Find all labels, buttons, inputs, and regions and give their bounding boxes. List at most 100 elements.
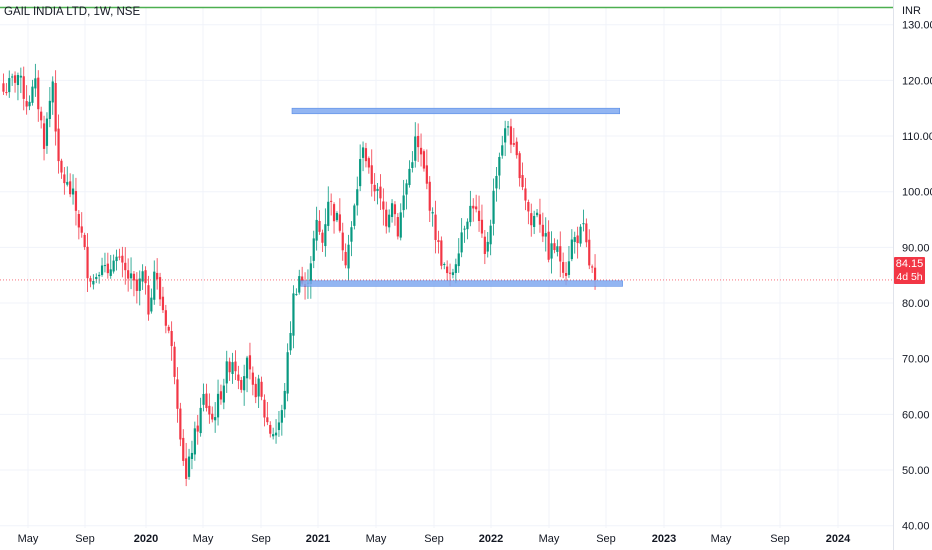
candle [350,221,353,257]
candle-body [202,393,205,405]
candle [245,355,249,393]
candle [338,198,341,233]
candle-body [388,214,391,228]
candle-body [408,168,411,186]
candle [475,194,478,213]
candle-body [69,181,72,195]
candle-body [254,383,257,398]
candle-body [321,232,324,243]
candle [292,285,295,349]
candle-body [153,271,156,300]
candle [199,397,202,437]
candle [8,70,11,98]
candle [428,176,431,223]
candle [185,442,188,487]
candle [225,350,228,393]
candle [451,268,455,279]
candle [103,252,107,273]
candle [417,123,420,162]
candle [83,232,86,250]
candle [118,248,121,261]
candle [40,106,43,129]
candle-body [338,214,341,231]
candle [31,79,34,106]
x-tick-label: May [366,533,387,545]
candle-body [504,128,507,143]
candle-body [370,165,373,184]
candle [541,212,544,243]
candle-body [167,326,170,331]
candle [553,238,556,254]
candle [176,367,179,423]
x-tick-label: Sep [424,533,444,545]
candle-body [170,331,173,347]
candle [234,350,237,380]
candle-body [489,225,492,245]
candle-body [158,277,162,300]
candle-body [527,201,530,212]
candle [42,115,46,161]
candle [524,177,527,211]
candle [419,133,423,167]
candle-body [216,393,220,418]
candle-body [544,233,547,237]
candle-body [199,407,202,434]
candle-body [109,269,112,276]
y-tick-label: 60.00 [902,409,930,421]
candle-body [515,141,518,156]
candle [309,256,312,299]
candle-body [225,361,228,384]
candle [240,376,243,393]
candle [321,229,324,252]
candle [588,229,591,270]
candle [19,67,22,94]
candle-body [83,234,86,248]
candle-body [472,205,475,209]
candle [408,160,411,188]
candle [480,204,484,238]
candle [266,401,269,426]
candle [579,224,582,247]
candle-body [538,214,542,225]
candle-body [318,220,321,232]
candle [193,421,196,461]
candle [69,173,72,198]
candle-body [593,267,597,280]
candle [332,202,336,234]
candle [396,213,399,240]
candle [135,272,138,304]
candle [80,212,83,238]
y-tick-label: 100.00 [902,187,932,199]
candle [411,151,414,173]
candle [156,258,159,290]
candle [179,402,182,447]
candle [124,247,127,285]
candle-body [582,223,585,225]
candle-body [460,232,463,253]
candle [45,112,49,154]
candle-body [150,297,153,312]
candle-body [240,380,243,390]
candle-body [564,273,568,276]
candle-body [385,209,388,227]
candle-body [562,262,565,273]
candle-body [127,270,130,279]
candle-body [350,227,353,242]
candle [132,271,136,297]
candle-body [103,265,107,267]
candle [567,246,571,278]
x-tick-label: May [539,533,560,545]
candle-body [367,158,370,168]
candle-body [190,452,194,459]
candle [506,120,510,136]
candle-body [222,385,225,403]
candle-body [25,101,28,107]
candle-body [559,246,562,262]
candle [269,421,272,438]
candle-body [454,264,457,273]
candle [214,402,217,433]
candle-body [274,432,278,436]
y-tick-label: 70.00 [902,354,930,366]
candle-body [205,393,208,409]
